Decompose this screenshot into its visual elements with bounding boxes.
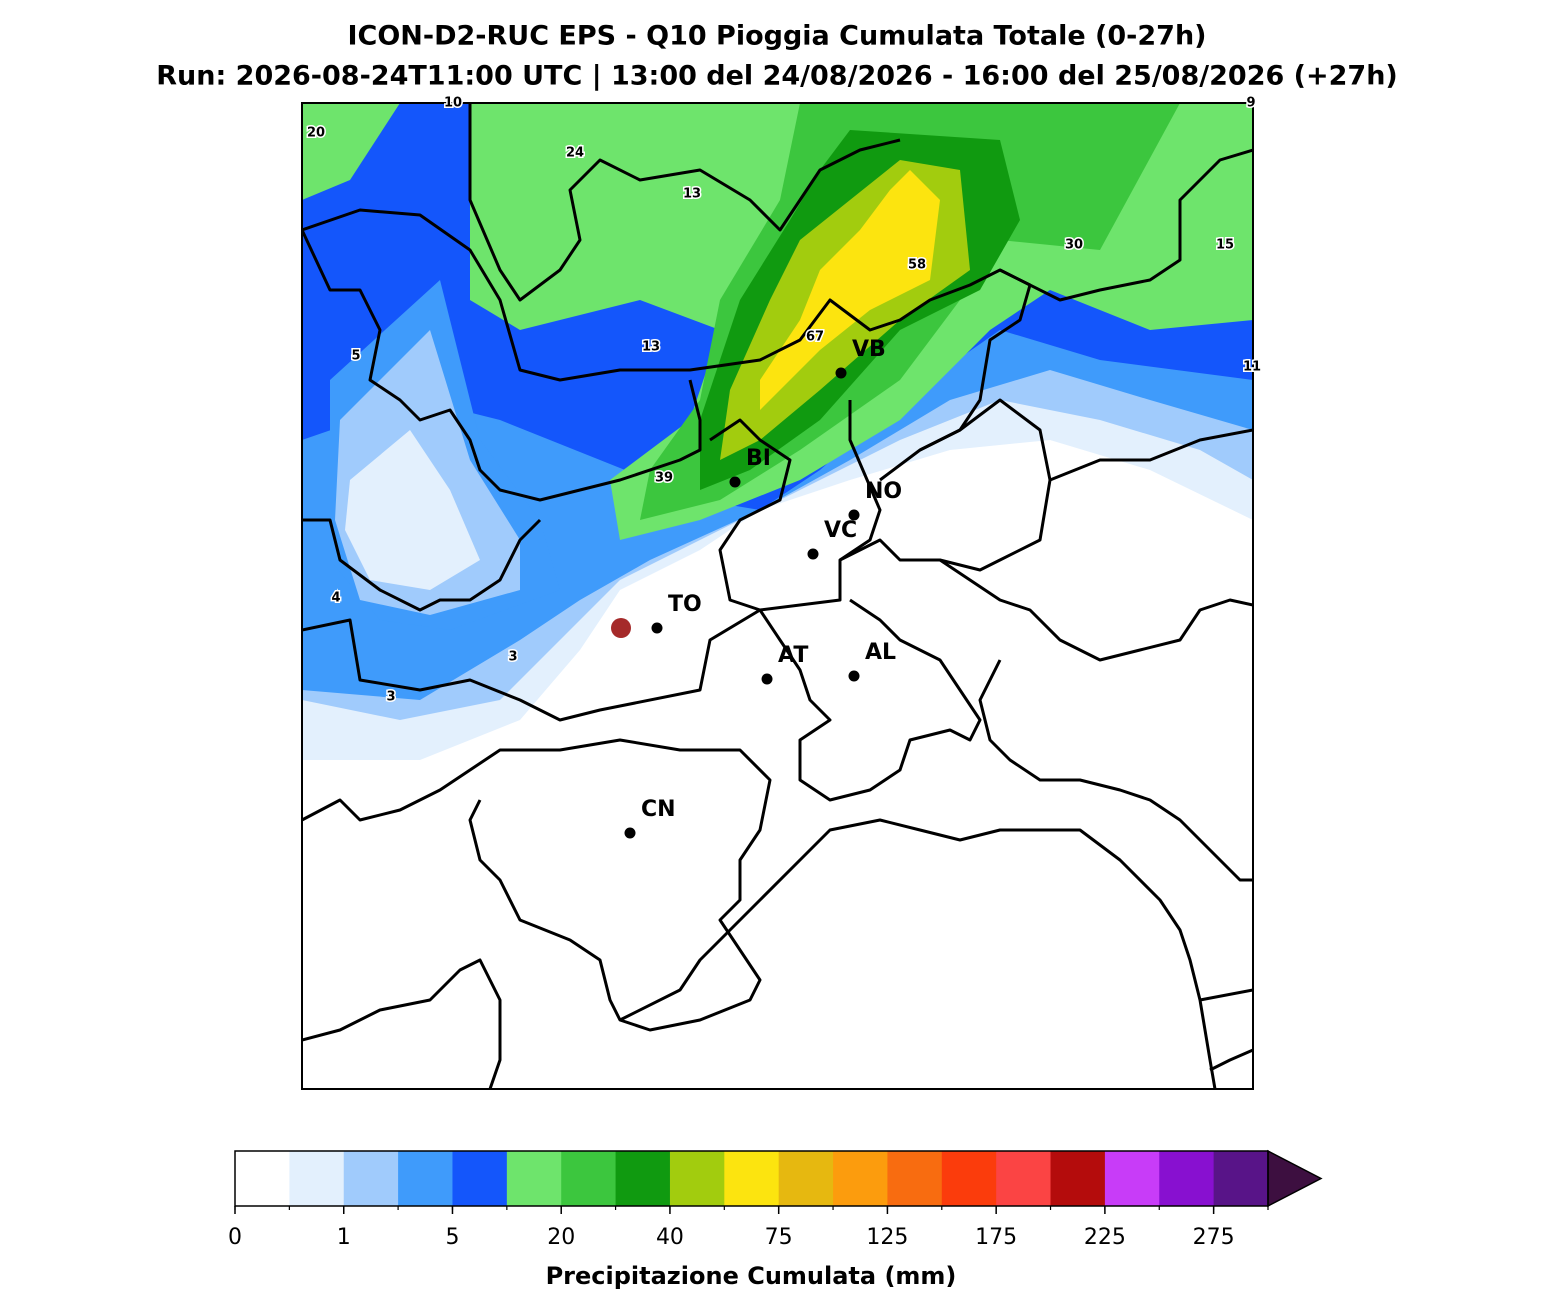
city-label: NO: [865, 479, 902, 504]
colorbar-segment: [833, 1151, 888, 1206]
title: ICON-D2-RUC EPS - Q10 Pioggia Cumulata T…: [347, 21, 1206, 52]
colorbar-segment: [941, 1151, 997, 1206]
colorbar-segment: [289, 1151, 345, 1206]
colorbar-label: Precipitazione Cumulata (mm): [546, 1262, 957, 1290]
subtitle: Run: 2026-08-24T11:00 UTC | 13:00 del 24…: [156, 61, 1398, 92]
contour-label: 11: [1243, 360, 1261, 375]
colorbar-segment: [1159, 1151, 1215, 1206]
colorbar-segment: [1050, 1151, 1106, 1206]
colorbar-segment: [343, 1151, 399, 1206]
colorbar-frame: [234, 1150, 1269, 1207]
colorbar-tick-label: 175: [975, 1225, 1017, 1250]
city-label: VC: [824, 518, 857, 543]
city-label: BI: [746, 446, 771, 471]
colorbar-segment: [235, 1151, 290, 1206]
contour-label: 13: [642, 340, 660, 355]
contour-label: 58: [908, 258, 926, 273]
contour-label: 3: [508, 650, 517, 665]
colorbar-tick-label: 5: [445, 1225, 459, 1250]
city-label: AL: [865, 640, 896, 665]
colorbar-tick-label: 275: [1193, 1225, 1235, 1250]
city-dot: [807, 548, 819, 560]
city-dot: [835, 367, 847, 379]
precip-area: [345, 430, 480, 590]
city-dot: [848, 509, 860, 521]
colorbar-segment: [1213, 1151, 1269, 1206]
colorbar-segment: [1104, 1151, 1160, 1206]
contour-label: 15: [1216, 238, 1234, 253]
precip-area: [760, 170, 940, 410]
city-dot: [624, 827, 636, 839]
city-dot: [761, 673, 773, 685]
contour-label: 24: [566, 146, 584, 161]
city-dot: [729, 476, 741, 488]
colorbar-tick-label: 20: [547, 1225, 575, 1250]
colorbar-extend: [1267, 1149, 1323, 1208]
colorbar-segment: [452, 1151, 508, 1206]
colorbar-tick-label: 125: [866, 1225, 908, 1250]
city-dot: [651, 622, 663, 634]
contour-label: 9: [1246, 96, 1255, 111]
colorbar-tick-label: 75: [765, 1225, 793, 1250]
labels: 10 20 24 13 58 30 15 5 13 67 11 9 39 4 3 3 VB BI NO VC TO AT A…: [305, 94, 1263, 839]
contour-label: 4: [331, 591, 340, 606]
precip-field: [302, 103, 1253, 1089]
city-label: TO: [668, 592, 702, 617]
precip-area: [302, 103, 400, 200]
colorbar-segment: [615, 1151, 671, 1206]
colorbar-tick-label: 0: [228, 1225, 242, 1250]
colorbar-segment: [778, 1151, 834, 1206]
colorbar-segment: [561, 1151, 617, 1206]
colorbar-segment: [669, 1151, 725, 1206]
colorbar: 0 1 5 20 40 75 125 175 225 275: [228, 1149, 1323, 1250]
contour-label: 3: [386, 690, 395, 705]
contour-label: 13: [683, 187, 701, 202]
colorbar-segment: [398, 1151, 453, 1206]
colorbar-tick-label: 40: [656, 1225, 684, 1250]
contour-label: 20: [307, 126, 325, 141]
colorbar-segment: [887, 1151, 943, 1206]
colorbar-segment: [996, 1151, 1052, 1206]
colorbar-segment: [724, 1151, 780, 1206]
colorbar-segment: [506, 1151, 562, 1206]
city-label: CN: [641, 797, 676, 822]
location-marker: [611, 618, 631, 638]
contour-label: 39: [655, 471, 673, 486]
contour-label: 5: [351, 349, 360, 364]
colorbar-tick-label: 225: [1084, 1225, 1126, 1250]
colorbar-tick-label: 1: [337, 1225, 351, 1250]
city-label: VB: [852, 337, 886, 362]
contour-label: 10: [444, 96, 462, 111]
borders: [302, 103, 1253, 1089]
city-label: AT: [778, 643, 808, 668]
contour-label: 30: [1065, 238, 1083, 253]
contour-label: 67: [806, 330, 824, 345]
city-dot: [848, 670, 860, 682]
map-frame: [301, 102, 1254, 1090]
